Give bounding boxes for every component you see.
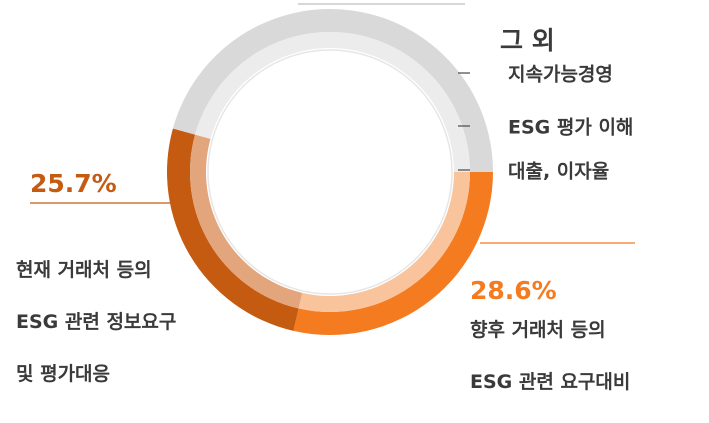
category-line: ESG 관련 정보요구 xyxy=(16,311,176,333)
other-item: ESG 평가 이해 xyxy=(508,117,633,139)
category-label: 그 외 xyxy=(500,26,555,55)
donut-hole-ring xyxy=(207,49,453,295)
donut-segment xyxy=(167,128,299,331)
value-label: 25.7% xyxy=(30,169,117,198)
category-line: 향후 거래처 등의 xyxy=(470,319,606,341)
other-item: 대출, 이자율 xyxy=(508,161,609,183)
category-line: 현재 거래처 등의 xyxy=(16,259,152,281)
category-line: 및 평가대응 xyxy=(16,363,110,385)
donut-segment xyxy=(293,172,493,335)
category-label: 향후 거래처 등의 ESG 관련 요구대비 xyxy=(470,319,630,393)
category-line: 그 외 xyxy=(500,26,555,55)
donut-inner-band xyxy=(189,134,303,309)
other-item: 지속가능경영 xyxy=(508,64,613,86)
donut-inner-band xyxy=(298,172,470,313)
donut-inner-band xyxy=(195,32,471,172)
category-line: ESG 관련 요구대비 xyxy=(470,371,630,393)
value-label: 28.6% xyxy=(470,276,557,305)
donut-segment xyxy=(172,9,494,172)
